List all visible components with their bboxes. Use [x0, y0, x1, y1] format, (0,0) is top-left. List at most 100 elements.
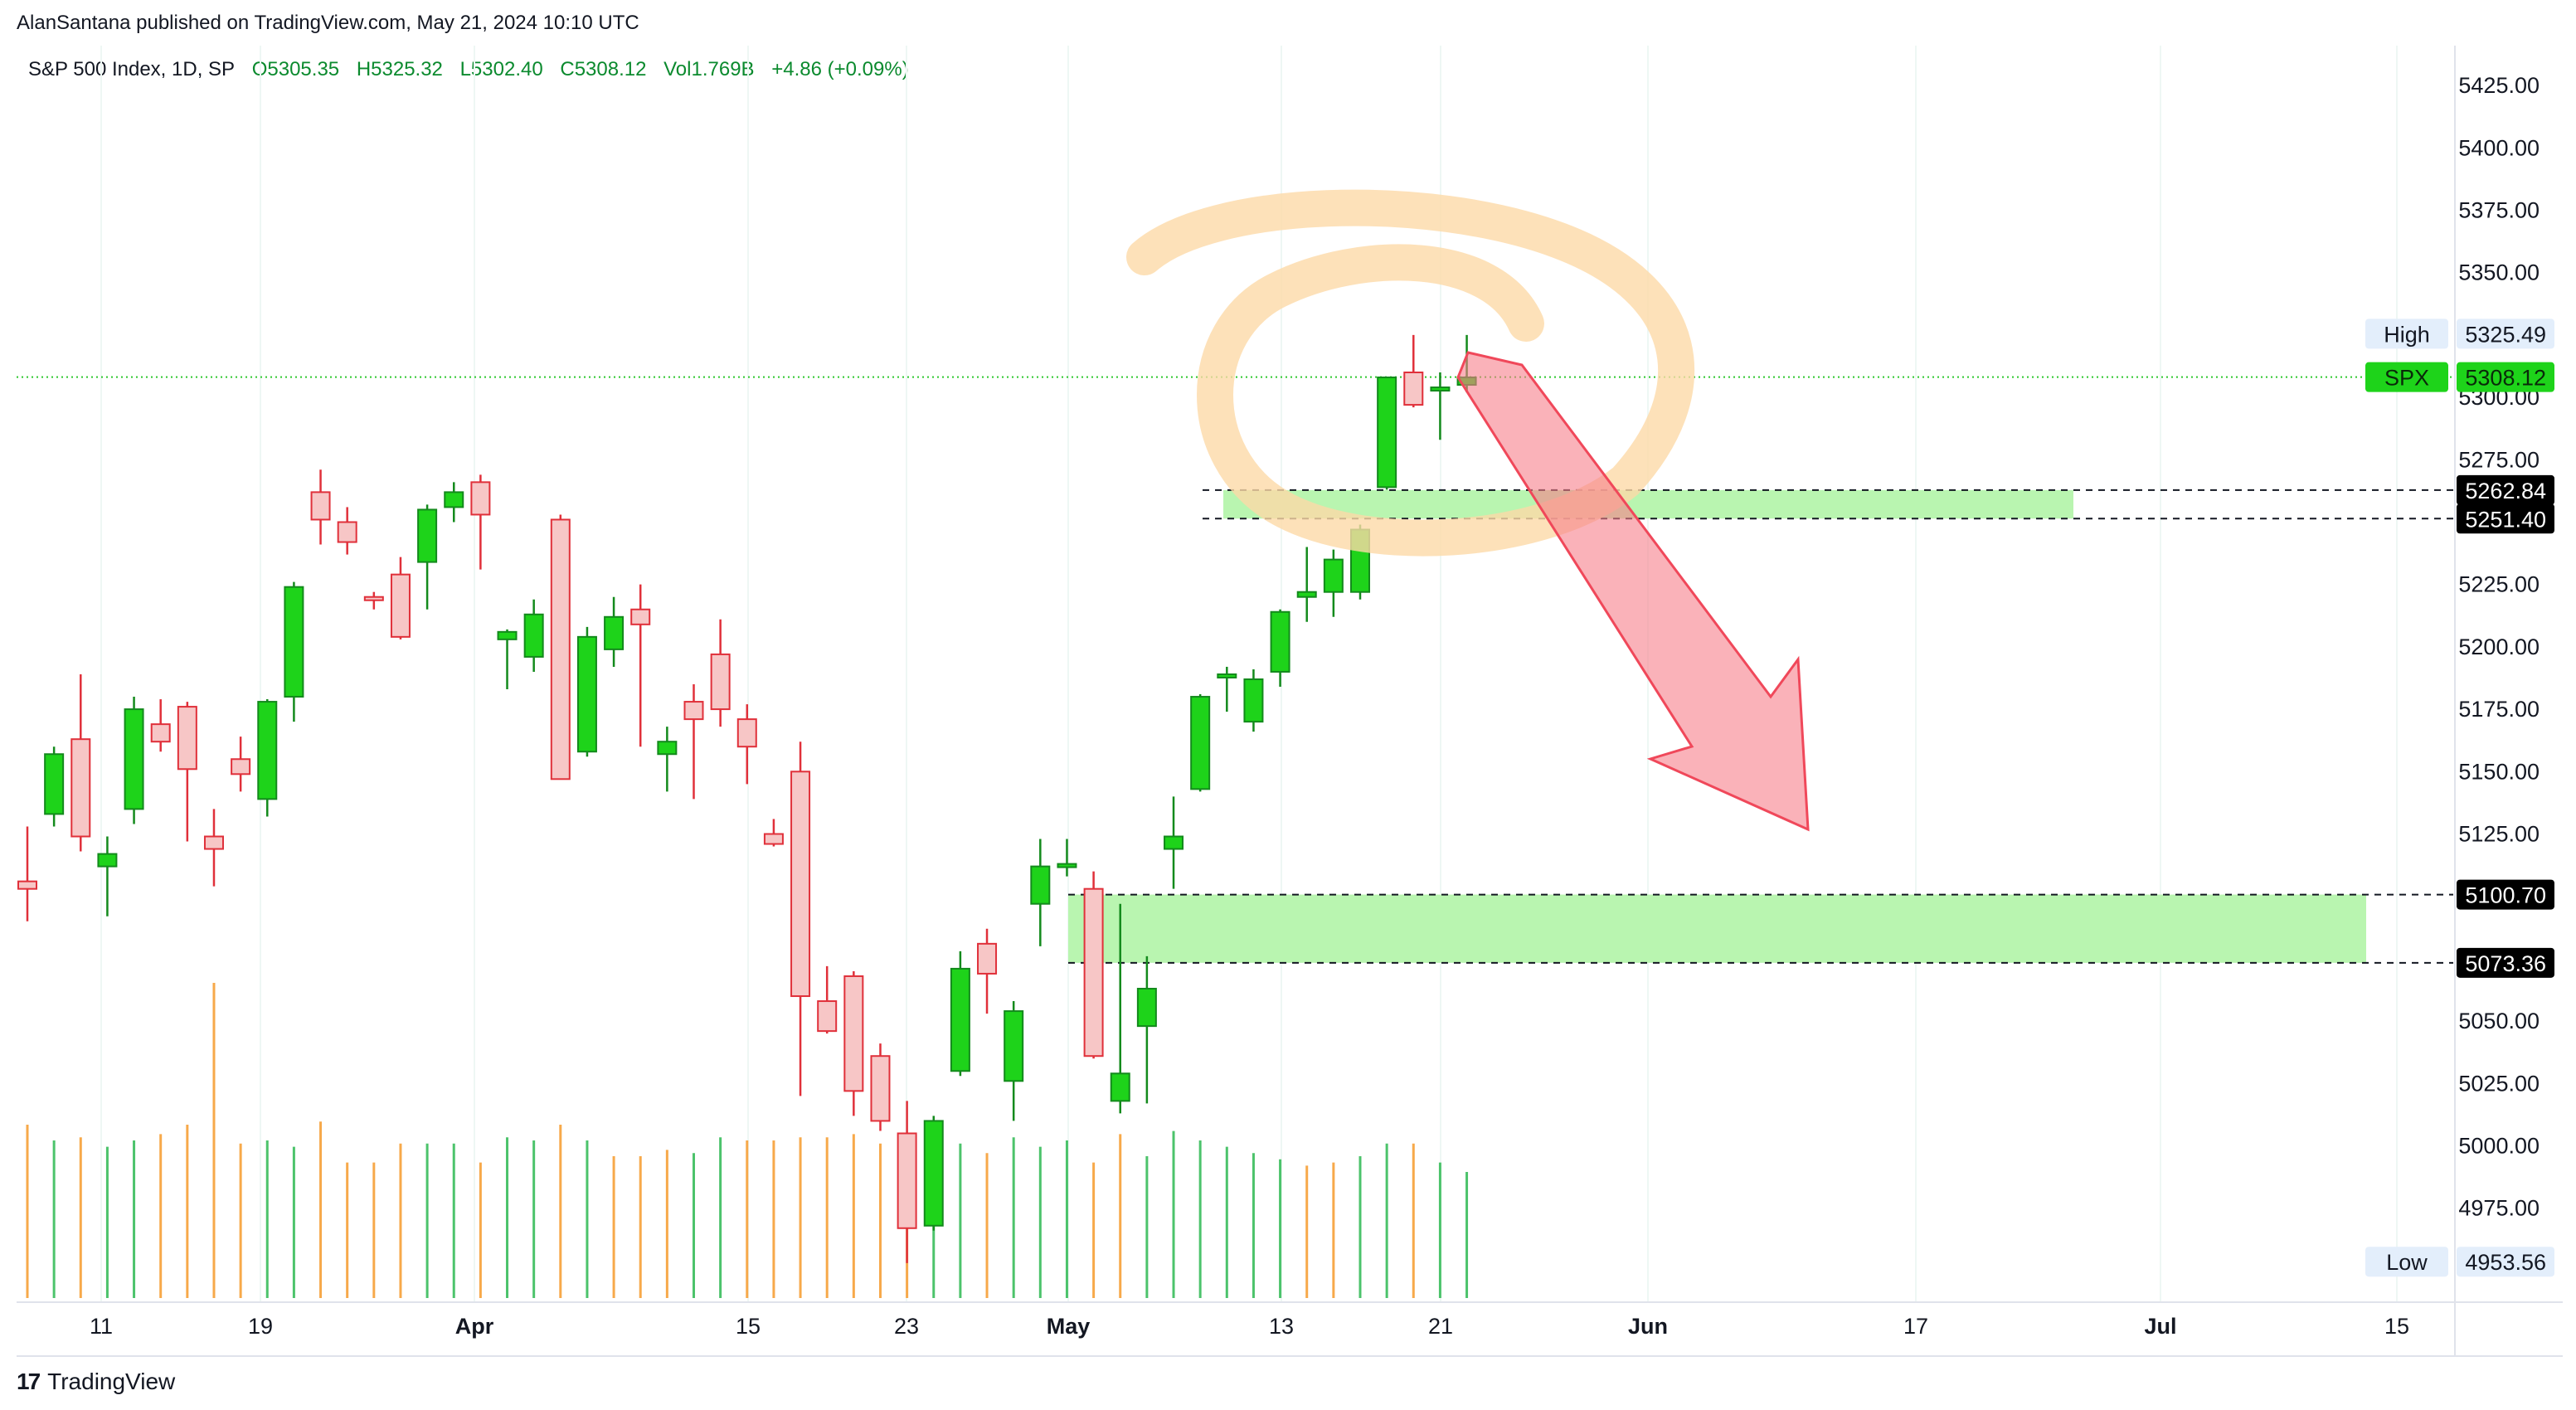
candle-body [897, 1132, 917, 1229]
candle-body [1030, 865, 1051, 905]
zone2-bottom-value-bg [2457, 947, 2554, 978]
candle-body [444, 491, 464, 508]
candle [630, 584, 651, 747]
candle-body [284, 586, 304, 698]
candle [1083, 871, 1104, 1059]
candle-body [1136, 988, 1157, 1028]
candle-body [843, 975, 864, 1092]
candle-body [417, 508, 438, 563]
price-axis[interactable]: 5425.005400.005375.005350.005300.005275.… [2458, 73, 2540, 1221]
candle [363, 591, 384, 610]
price-tick-label: 5225.00 [2458, 572, 2540, 597]
price-tick-label: 5375.00 [2458, 197, 2540, 222]
tradingview-logo[interactable]: 17 TradingView [17, 1369, 175, 1395]
candle [1296, 547, 1317, 622]
symbol-name[interactable]: S&P 500 Index, 1D, SP [28, 58, 236, 80]
candle [550, 514, 571, 780]
candle [1217, 666, 1237, 712]
candle-body [1243, 678, 1264, 723]
time-tick-label: 23 [894, 1314, 919, 1339]
candle [1030, 839, 1051, 946]
candle [817, 965, 838, 1034]
price-tick-label: 5125.00 [2458, 821, 2540, 846]
low-price-tag: Low [2386, 1250, 2428, 1275]
candle-body [950, 967, 970, 1072]
high-price-tag: High [2384, 322, 2430, 347]
candle-body [736, 718, 757, 748]
publisher-line: AlanSantana published on TradingView.com… [17, 12, 639, 34]
candle [1057, 839, 1077, 877]
candle [1136, 955, 1157, 1104]
candle [97, 836, 118, 916]
highlight-circle [1126, 189, 1695, 557]
candle-body [177, 706, 197, 771]
down-arrow [1456, 351, 1810, 832]
candle-body [1164, 835, 1184, 850]
candle [150, 699, 171, 752]
last-price-tag-bg [2365, 362, 2448, 392]
candle [710, 619, 731, 727]
last-price-tag: SPX [2384, 366, 2429, 391]
candle-body [257, 701, 278, 800]
zone2-bottom-value: 5073.36 [2465, 951, 2546, 976]
candle-body [923, 1120, 944, 1227]
candle-body [124, 708, 144, 810]
candle-body [790, 771, 811, 998]
candlestick-series [17, 334, 1477, 1263]
candle-body [817, 1000, 838, 1033]
candle [790, 741, 811, 1096]
candle [683, 684, 704, 800]
candle-body [576, 635, 597, 753]
candle-body [604, 615, 625, 650]
high-price-value-bg [2457, 318, 2554, 349]
candle-body [1270, 610, 1290, 673]
price-tick-label: 5025.00 [2458, 1071, 2540, 1096]
candle [576, 626, 597, 757]
candle-body [1377, 377, 1397, 489]
candle [1164, 796, 1184, 889]
candle [1004, 1001, 1024, 1121]
price-tick-label: 5150.00 [2458, 759, 2540, 784]
candle-body [710, 653, 731, 711]
candle [1110, 903, 1130, 1114]
price-tick-label: 5050.00 [2458, 1009, 2540, 1033]
candle [390, 557, 411, 639]
change-value: +4.86 (+0.09%) [771, 58, 909, 80]
candle-body [1430, 387, 1451, 392]
candle [843, 970, 864, 1116]
candle [1430, 372, 1451, 440]
high-value: H5325.32 [356, 58, 443, 80]
candle-body [17, 880, 37, 890]
volume-bars [26, 983, 1469, 1298]
candle-body [1110, 1072, 1130, 1102]
close-value: C5308.12 [560, 58, 647, 80]
candle [923, 1116, 944, 1231]
candle-body [763, 833, 784, 845]
high-price-value: 5325.49 [2465, 322, 2546, 347]
candle [310, 469, 331, 545]
time-tick-label: 19 [248, 1314, 273, 1339]
time-tick-label: Apr [455, 1314, 494, 1339]
candle [470, 474, 491, 570]
candle-body [363, 596, 384, 601]
time-tick-label: May [1047, 1314, 1091, 1339]
time-axis[interactable]: 11 19 Apr 15 23 May 13 21 Jun 17 Jul 15 [90, 1314, 2409, 1339]
candle-body [497, 630, 518, 640]
candle [337, 507, 357, 555]
candle [604, 596, 625, 667]
time-tick-label: 13 [1269, 1314, 1294, 1339]
candle [497, 629, 518, 690]
candle-body [1190, 696, 1211, 790]
candle-body [1083, 887, 1104, 1058]
candle [284, 581, 304, 722]
candle [657, 727, 678, 792]
candle [897, 1101, 917, 1263]
time-tick-label: 21 [1428, 1314, 1453, 1339]
annotations [1126, 189, 1810, 832]
zone2-top-value-bg [2457, 879, 2554, 910]
candle-body [44, 753, 65, 815]
volume-value: Vol1.769B [663, 58, 755, 80]
support-zone-lower [1068, 894, 2366, 963]
low-price-value-bg [2457, 1247, 2554, 1277]
